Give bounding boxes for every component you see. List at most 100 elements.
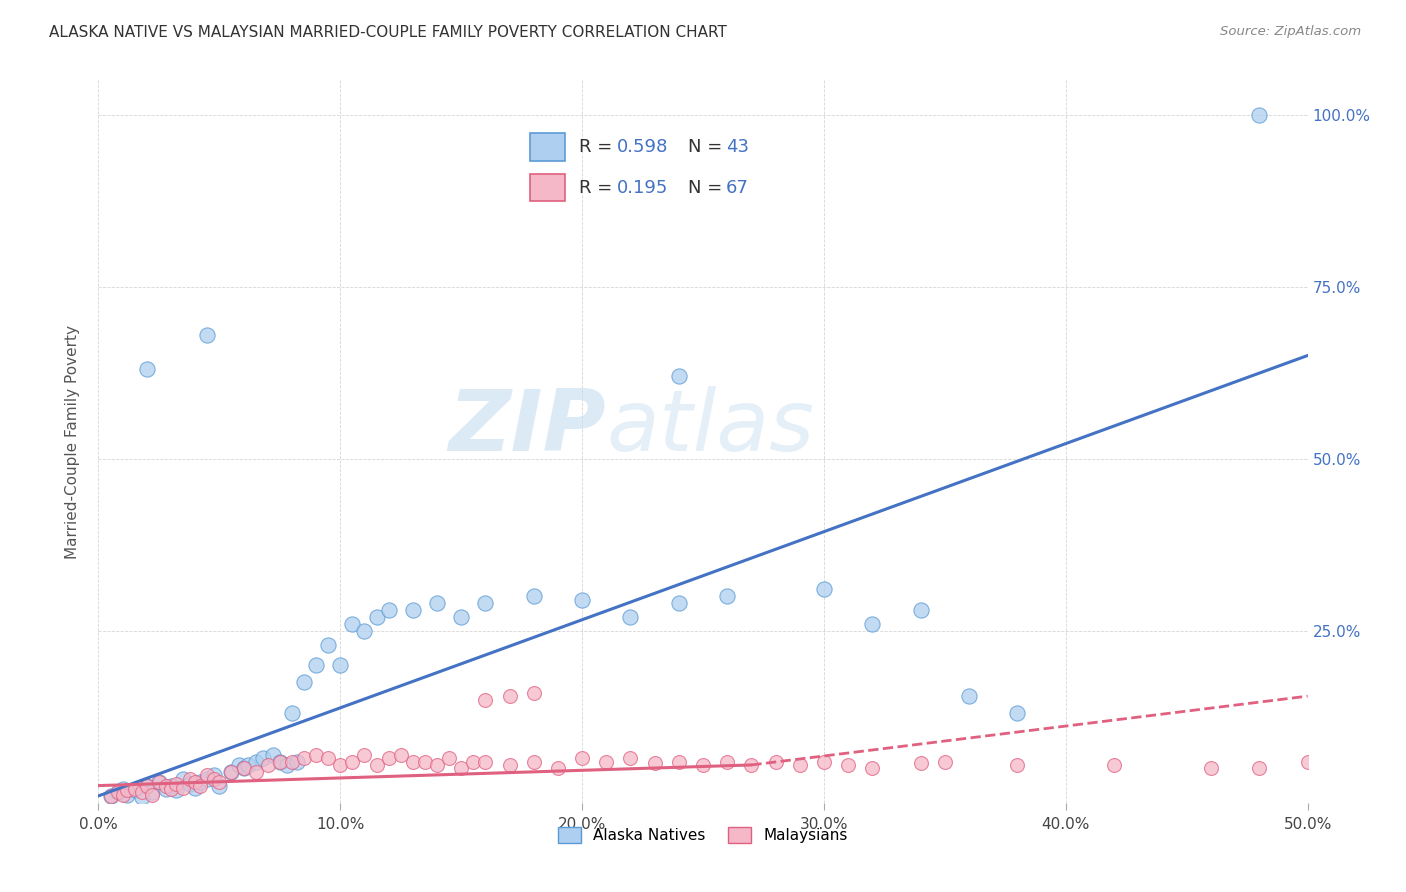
Point: [789, 758, 811, 772]
Y-axis label: Married-Couple Family Poverty: Married-Couple Family Poverty: [65, 325, 80, 558]
Point: [256, 758, 278, 772]
Point: [450, 761, 472, 775]
Point: [692, 758, 714, 772]
Point: [329, 658, 352, 673]
Point: [437, 751, 460, 765]
Text: Source: ZipAtlas.com: Source: ZipAtlas.com: [1220, 25, 1361, 38]
Point: [124, 782, 146, 797]
Point: [155, 779, 177, 793]
Point: [377, 603, 399, 617]
Text: R =: R =: [579, 178, 617, 196]
Point: [450, 610, 472, 624]
Point: [910, 756, 932, 770]
Point: [1007, 706, 1029, 721]
Point: [292, 675, 315, 690]
Point: [135, 779, 157, 793]
Point: [262, 747, 284, 762]
FancyBboxPatch shape: [530, 174, 565, 202]
Point: [141, 788, 163, 802]
Point: [910, 603, 932, 617]
Point: [131, 785, 153, 799]
Point: [426, 596, 449, 610]
Point: [342, 616, 364, 631]
Point: [148, 775, 170, 789]
Point: [131, 790, 153, 805]
Text: R =: R =: [579, 137, 617, 156]
Point: [281, 706, 304, 721]
Point: [292, 751, 315, 765]
Point: [204, 768, 226, 782]
Point: [402, 603, 425, 617]
Point: [305, 658, 328, 673]
Point: [117, 788, 139, 802]
Point: [474, 596, 496, 610]
Point: [195, 327, 218, 342]
Point: [165, 776, 187, 790]
Point: [498, 689, 520, 703]
Point: [221, 764, 243, 779]
Point: [716, 590, 738, 604]
Point: [208, 779, 231, 793]
Point: [204, 772, 226, 786]
Point: [135, 779, 157, 793]
Point: [474, 692, 496, 706]
Point: [426, 758, 449, 772]
Text: 43: 43: [725, 137, 749, 156]
Point: [232, 761, 254, 775]
Text: N =: N =: [688, 137, 728, 156]
Point: [547, 761, 569, 775]
Point: [765, 755, 787, 769]
Text: atlas: atlas: [606, 385, 814, 468]
Point: [107, 785, 129, 799]
Point: [316, 751, 339, 765]
Point: [860, 616, 883, 631]
FancyBboxPatch shape: [530, 133, 565, 161]
Point: [619, 751, 641, 765]
Point: [117, 783, 139, 797]
Point: [172, 780, 194, 795]
Point: [276, 758, 298, 772]
Point: [463, 755, 485, 769]
Point: [329, 758, 352, 772]
Point: [281, 755, 304, 769]
Point: [305, 747, 328, 762]
Point: [195, 772, 218, 786]
Legend: Alaska Natives, Malaysians: Alaska Natives, Malaysians: [553, 822, 853, 849]
Point: [389, 747, 412, 762]
Text: 0.195: 0.195: [617, 178, 668, 196]
Point: [221, 764, 243, 779]
Point: [402, 755, 425, 769]
Point: [571, 592, 593, 607]
Point: [111, 788, 134, 802]
Point: [111, 782, 134, 797]
Point: [100, 789, 122, 803]
Point: [135, 362, 157, 376]
Point: [619, 610, 641, 624]
Point: [668, 596, 690, 610]
Point: [160, 779, 183, 793]
Text: 67: 67: [725, 178, 749, 196]
Point: [595, 755, 617, 769]
Point: [155, 782, 177, 797]
Point: [342, 755, 364, 769]
Point: [740, 758, 762, 772]
Point: [165, 783, 187, 797]
Point: [107, 785, 129, 799]
Point: [184, 780, 207, 795]
Point: [245, 755, 267, 769]
Point: [474, 755, 496, 769]
Text: ALASKA NATIVE VS MALAYSIAN MARRIED-COUPLE FAMILY POVERTY CORRELATION CHART: ALASKA NATIVE VS MALAYSIAN MARRIED-COUPL…: [49, 25, 727, 40]
Point: [1199, 761, 1222, 775]
Point: [188, 775, 211, 789]
Point: [366, 758, 388, 772]
Point: [934, 755, 956, 769]
Point: [228, 758, 250, 772]
Point: [813, 582, 835, 597]
Point: [644, 756, 666, 770]
Point: [269, 755, 291, 769]
Point: [124, 783, 146, 797]
Text: 0.598: 0.598: [617, 137, 668, 156]
Point: [571, 751, 593, 765]
Point: [179, 776, 201, 790]
Point: [716, 755, 738, 769]
